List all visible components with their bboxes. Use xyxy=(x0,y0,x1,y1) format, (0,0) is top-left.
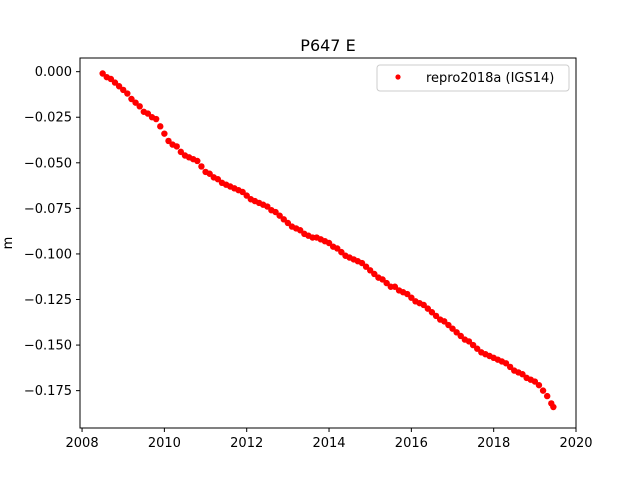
data-point xyxy=(539,387,547,394)
data-point xyxy=(107,75,115,83)
data-point xyxy=(206,170,213,177)
data-point xyxy=(550,403,557,411)
data-point xyxy=(280,216,287,223)
y-tick-label: 0.000 xyxy=(35,65,72,80)
data-point xyxy=(502,360,510,367)
y-tick-label: −0.025 xyxy=(24,111,72,126)
data-point xyxy=(334,245,341,252)
x-tick-label: 2012 xyxy=(230,436,263,451)
x-tick-label: 2018 xyxy=(477,436,510,451)
chart-title: P647 E xyxy=(300,36,355,55)
data-point xyxy=(99,70,106,77)
data-point xyxy=(383,279,390,287)
data-point xyxy=(115,83,123,90)
data-point xyxy=(358,259,366,267)
data-point xyxy=(371,270,378,278)
x-tick-label: 2020 xyxy=(559,436,592,451)
data-point xyxy=(408,294,415,301)
data-point xyxy=(173,143,180,150)
data-point xyxy=(239,188,246,196)
y-axis-ticks: 0.000 −0.025 −0.050 −0.075 −0.100 −0.125 −0.15… xyxy=(24,65,80,399)
data-point xyxy=(243,192,250,199)
data-point xyxy=(325,239,333,247)
x-axis-ticks: 2008 2010 2012 2014 2016 2018 2020 xyxy=(66,428,593,451)
data-point xyxy=(165,137,172,145)
y-axis-label: m xyxy=(1,237,16,250)
data-point xyxy=(469,341,477,349)
data-point xyxy=(391,283,399,290)
data-point xyxy=(366,267,374,274)
data-point xyxy=(284,219,292,227)
data-point xyxy=(124,90,131,97)
data-point xyxy=(474,345,481,352)
data-point xyxy=(432,312,440,320)
legend: repro2018a (IGS14) xyxy=(376,64,570,92)
data-point xyxy=(379,276,386,283)
data-point xyxy=(457,332,464,340)
data-point xyxy=(297,227,304,234)
data-point xyxy=(506,363,514,371)
y-tick-label: −0.050 xyxy=(24,156,72,171)
data-point xyxy=(441,318,448,325)
data-point xyxy=(111,79,119,86)
data-point xyxy=(120,86,127,94)
data-point xyxy=(453,329,460,336)
data-point xyxy=(128,95,135,103)
y-tick-label: −0.075 xyxy=(24,202,72,217)
data-point xyxy=(449,325,456,332)
data-point xyxy=(177,148,185,156)
data-point xyxy=(404,290,411,298)
data-point xyxy=(144,110,152,117)
data-point xyxy=(194,157,201,165)
data-point xyxy=(264,203,271,210)
data-point xyxy=(198,163,205,170)
legend-box xyxy=(376,64,570,92)
y-tick-label: −0.150 xyxy=(24,339,72,354)
data-point xyxy=(272,208,279,216)
data-point xyxy=(424,305,432,312)
data-point xyxy=(535,381,543,389)
data-point xyxy=(276,212,283,219)
data-point xyxy=(338,248,345,256)
plot-area-frame xyxy=(79,57,577,429)
data-points xyxy=(99,70,557,411)
x-tick-label: 2014 xyxy=(312,436,345,451)
data-point xyxy=(420,301,427,309)
data-point xyxy=(543,392,551,400)
data-point xyxy=(152,115,160,123)
data-point xyxy=(445,321,452,329)
data-point xyxy=(519,371,526,378)
x-tick-label: 2016 xyxy=(395,436,428,451)
data-point xyxy=(465,338,473,345)
x-tick-label: 2010 xyxy=(148,436,181,451)
data-point xyxy=(362,263,370,270)
data-point xyxy=(136,103,143,110)
data-point xyxy=(428,309,436,316)
x-tick-label: 2008 xyxy=(66,436,99,451)
y-tick-label: −0.175 xyxy=(24,384,72,399)
data-point xyxy=(132,99,139,106)
data-point xyxy=(161,130,168,137)
data-point xyxy=(531,378,539,385)
legend-marker xyxy=(395,74,401,80)
y-tick-label: −0.100 xyxy=(24,247,72,262)
data-point xyxy=(157,123,164,130)
y-tick-label: −0.125 xyxy=(24,293,72,308)
legend-label: repro2018a (IGS14) xyxy=(426,71,554,86)
data-point xyxy=(214,176,222,183)
